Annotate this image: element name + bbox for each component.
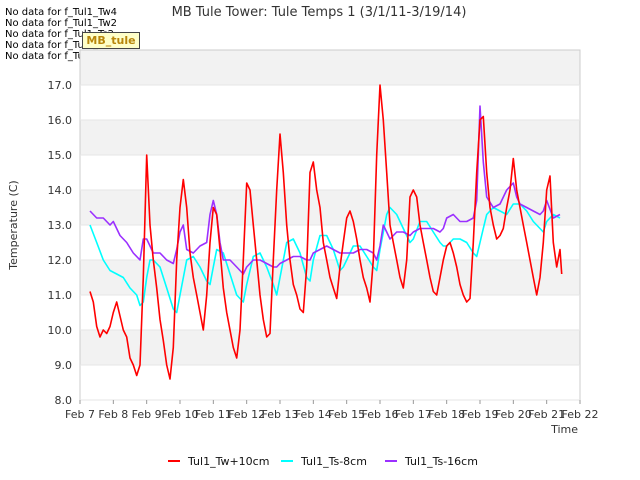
x-tick-label: Feb 12 <box>228 408 265 421</box>
y-tick-label: 14.0 <box>48 184 73 197</box>
plot-band <box>80 190 580 225</box>
plot-band <box>80 85 580 120</box>
x-tick-label: Feb 17 <box>395 408 432 421</box>
no-data-message: No data for f_Tul1_Ts16 <box>5 40 121 51</box>
y-tick-label: 10.0 <box>48 324 73 337</box>
y-tick-label: 9.0 <box>55 359 73 372</box>
no-data-message: No data for f_Tul1_Tw4 <box>5 7 117 18</box>
y-tick-label: 11.0 <box>48 289 73 302</box>
series-line-Tul1_Ts-16cm <box>89 105 561 275</box>
y-tick-label: 13.0 <box>48 219 73 232</box>
site-badge: MB_tule <box>82 32 140 49</box>
x-tick-label: Feb 11 <box>195 408 232 421</box>
x-tick-label: Feb 18 <box>428 408 465 421</box>
x-tick-label: Feb 7 <box>65 408 95 421</box>
y-tick-label: 15.0 <box>48 149 73 162</box>
no-data-message: No data for f_Tul1_Tw2 <box>5 18 117 29</box>
x-tick-label: Feb 13 <box>262 408 299 421</box>
x-tick-label: Feb 22 <box>562 408 599 421</box>
x-tick-label: Feb 16 <box>362 408 399 421</box>
x-axis-title: Time <box>550 423 578 436</box>
legend: Tul1_Tw+10cm Tul1_Ts-8cm Tul1_Ts-16cm <box>168 455 478 468</box>
plot-band <box>80 365 580 400</box>
no-data-message: No data for f_Tul1_Ts2 <box>5 29 115 40</box>
series-line-Tul1_Tw+10cm <box>89 84 563 380</box>
no-data-message: No data for f_Tul1_Ts32 <box>5 51 121 62</box>
plot-band <box>80 295 580 330</box>
x-tick-label: Feb 15 <box>328 408 365 421</box>
plot-band <box>80 330 580 365</box>
x-tick-label: Feb 8 <box>98 408 128 421</box>
y-tick-label: 17.0 <box>48 79 73 92</box>
y-axis-title: Temperature (C) <box>7 180 20 270</box>
plot-band <box>80 50 580 85</box>
plot-band <box>80 155 580 190</box>
x-tick-label: Feb 10 <box>162 408 199 421</box>
x-tick-label: Feb 20 <box>495 408 532 421</box>
y-tick-label: 8.0 <box>55 394 73 407</box>
legend-label: Tul1_Ts-16cm <box>404 455 478 468</box>
x-tick-label: Feb 9 <box>132 408 162 421</box>
legend-label: Tul1_Tw+10cm <box>187 455 269 468</box>
chart-title: MB Tule Tower: Tule Temps 1 (3/1/11-3/19… <box>172 5 467 20</box>
y-tick-label: 12.0 <box>48 254 73 267</box>
y-tick-label: 16.0 <box>48 114 73 127</box>
x-tick-label: Feb 19 <box>462 408 499 421</box>
plot-band <box>80 120 580 155</box>
legend-label: Tul1_Ts-8cm <box>300 455 367 468</box>
x-tick-label: Feb 21 <box>528 408 565 421</box>
x-tick-label: Feb 14 <box>295 408 332 421</box>
